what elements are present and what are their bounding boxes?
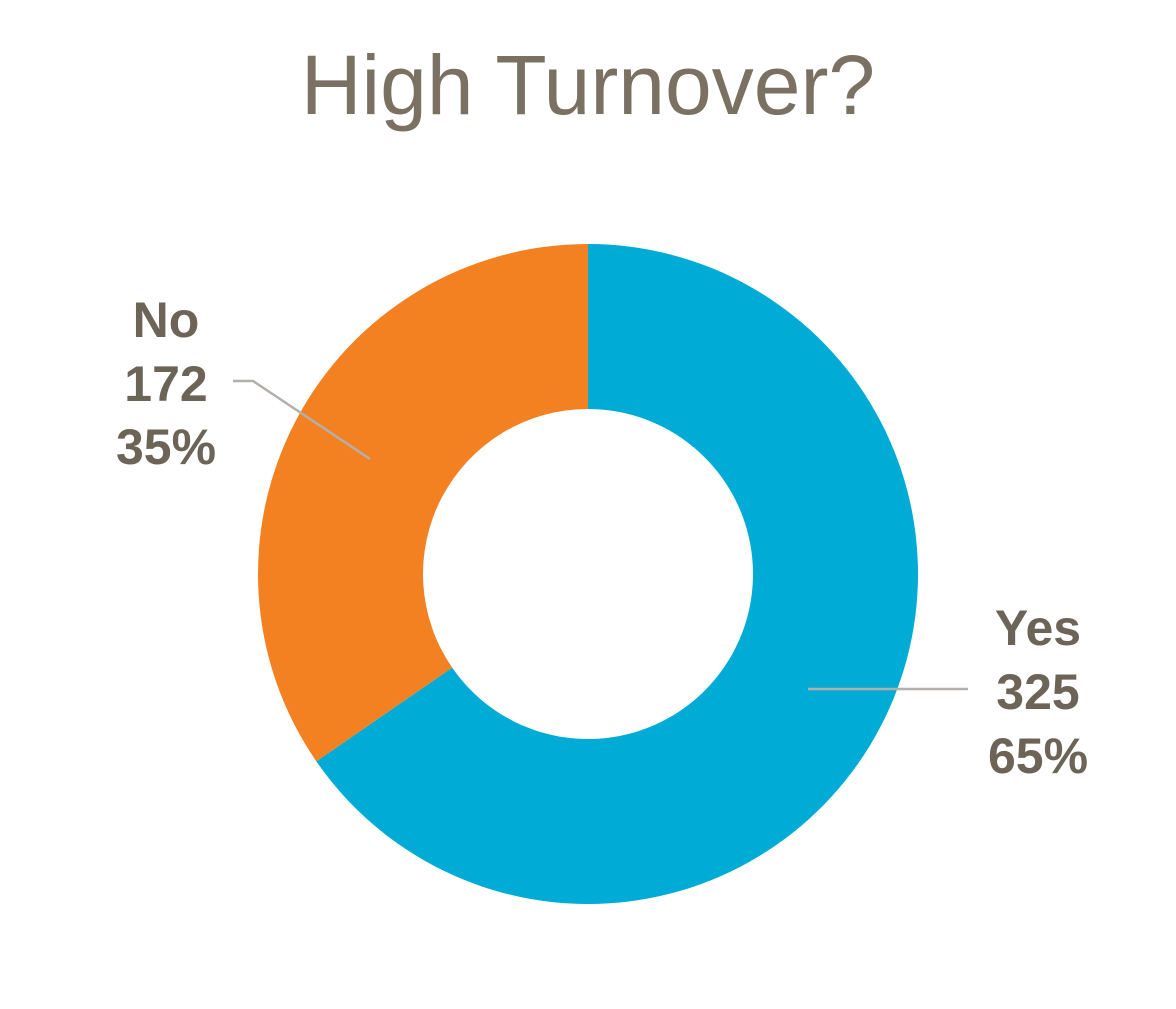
slice-label-yes-value: 325 — [996, 664, 1079, 720]
leader-lines — [233, 379, 968, 691]
slice-label-no-name: No — [133, 292, 200, 348]
chart-title: High Turnover? — [301, 38, 875, 132]
slice-label-yes-percent: 65% — [988, 728, 1088, 784]
slices-layer — [258, 244, 919, 904]
slice-label-no-percent: 35% — [116, 419, 216, 475]
slice-label-no-value: 172 — [124, 356, 207, 412]
donut-slice-no — [258, 244, 588, 762]
leader-line-no — [233, 379, 371, 461]
data-labels: Yes 325 65% No 172 35% — [116, 292, 1088, 784]
slice-label-yes-name: Yes — [995, 600, 1081, 656]
donut-slice-yes — [316, 244, 919, 904]
